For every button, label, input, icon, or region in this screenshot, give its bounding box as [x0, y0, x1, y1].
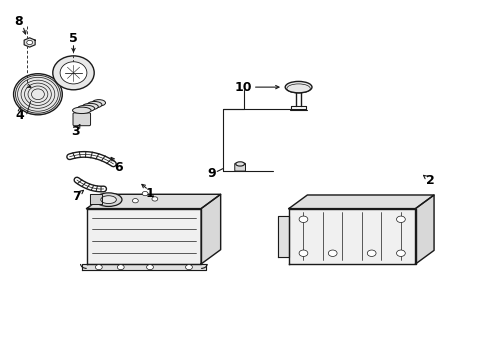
- Polygon shape: [90, 194, 102, 204]
- Circle shape: [186, 265, 193, 270]
- Text: 10: 10: [235, 81, 252, 94]
- Circle shape: [368, 250, 376, 256]
- Ellipse shape: [14, 74, 62, 115]
- Text: 8: 8: [14, 14, 23, 27]
- FancyBboxPatch shape: [235, 163, 245, 171]
- Ellipse shape: [73, 107, 91, 113]
- Circle shape: [147, 265, 153, 270]
- Circle shape: [396, 250, 405, 256]
- Circle shape: [27, 40, 32, 45]
- Polygon shape: [416, 195, 434, 264]
- Ellipse shape: [236, 162, 245, 166]
- Text: 4: 4: [16, 109, 24, 122]
- Polygon shape: [82, 264, 206, 270]
- Ellipse shape: [285, 81, 312, 93]
- Circle shape: [152, 197, 158, 201]
- Ellipse shape: [101, 196, 116, 203]
- Polygon shape: [24, 38, 35, 47]
- Ellipse shape: [77, 105, 95, 112]
- Text: 5: 5: [69, 32, 78, 45]
- Polygon shape: [278, 216, 289, 257]
- Polygon shape: [87, 208, 201, 264]
- Polygon shape: [201, 194, 220, 264]
- Circle shape: [96, 265, 102, 270]
- Circle shape: [117, 265, 124, 270]
- Ellipse shape: [53, 56, 94, 90]
- Circle shape: [132, 199, 138, 203]
- Ellipse shape: [60, 62, 87, 84]
- Ellipse shape: [95, 193, 122, 206]
- Circle shape: [142, 192, 148, 196]
- FancyBboxPatch shape: [73, 113, 91, 126]
- Text: 7: 7: [73, 190, 81, 203]
- Ellipse shape: [87, 102, 102, 108]
- Polygon shape: [289, 195, 434, 208]
- Text: 3: 3: [72, 125, 80, 138]
- Circle shape: [299, 216, 308, 222]
- Ellipse shape: [82, 103, 98, 110]
- Text: 6: 6: [114, 161, 122, 174]
- Circle shape: [299, 250, 308, 256]
- Ellipse shape: [92, 100, 105, 106]
- Circle shape: [328, 250, 337, 256]
- Text: 9: 9: [208, 167, 216, 180]
- Text: 1: 1: [146, 187, 154, 200]
- Polygon shape: [289, 208, 416, 264]
- Circle shape: [396, 216, 405, 222]
- Polygon shape: [87, 194, 220, 208]
- Text: 2: 2: [426, 174, 435, 186]
